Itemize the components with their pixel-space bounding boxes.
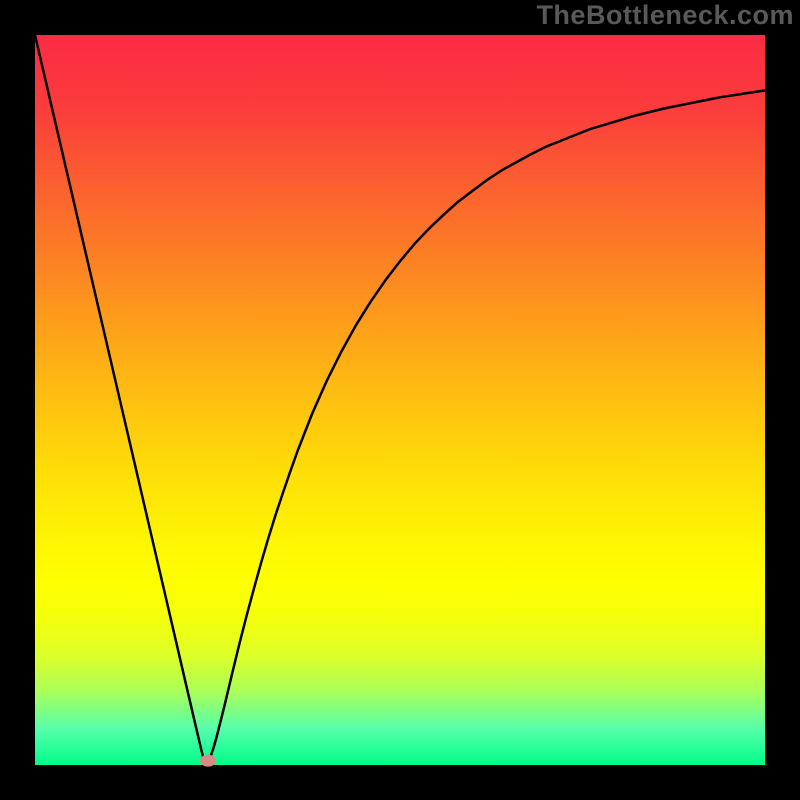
- chart-container: TheBottleneck.com: [0, 0, 800, 800]
- minimum-marker: [200, 755, 216, 767]
- watermark-text: TheBottleneck.com: [536, 0, 794, 31]
- plot-background: [35, 35, 765, 765]
- bottleneck-chart: [0, 0, 800, 800]
